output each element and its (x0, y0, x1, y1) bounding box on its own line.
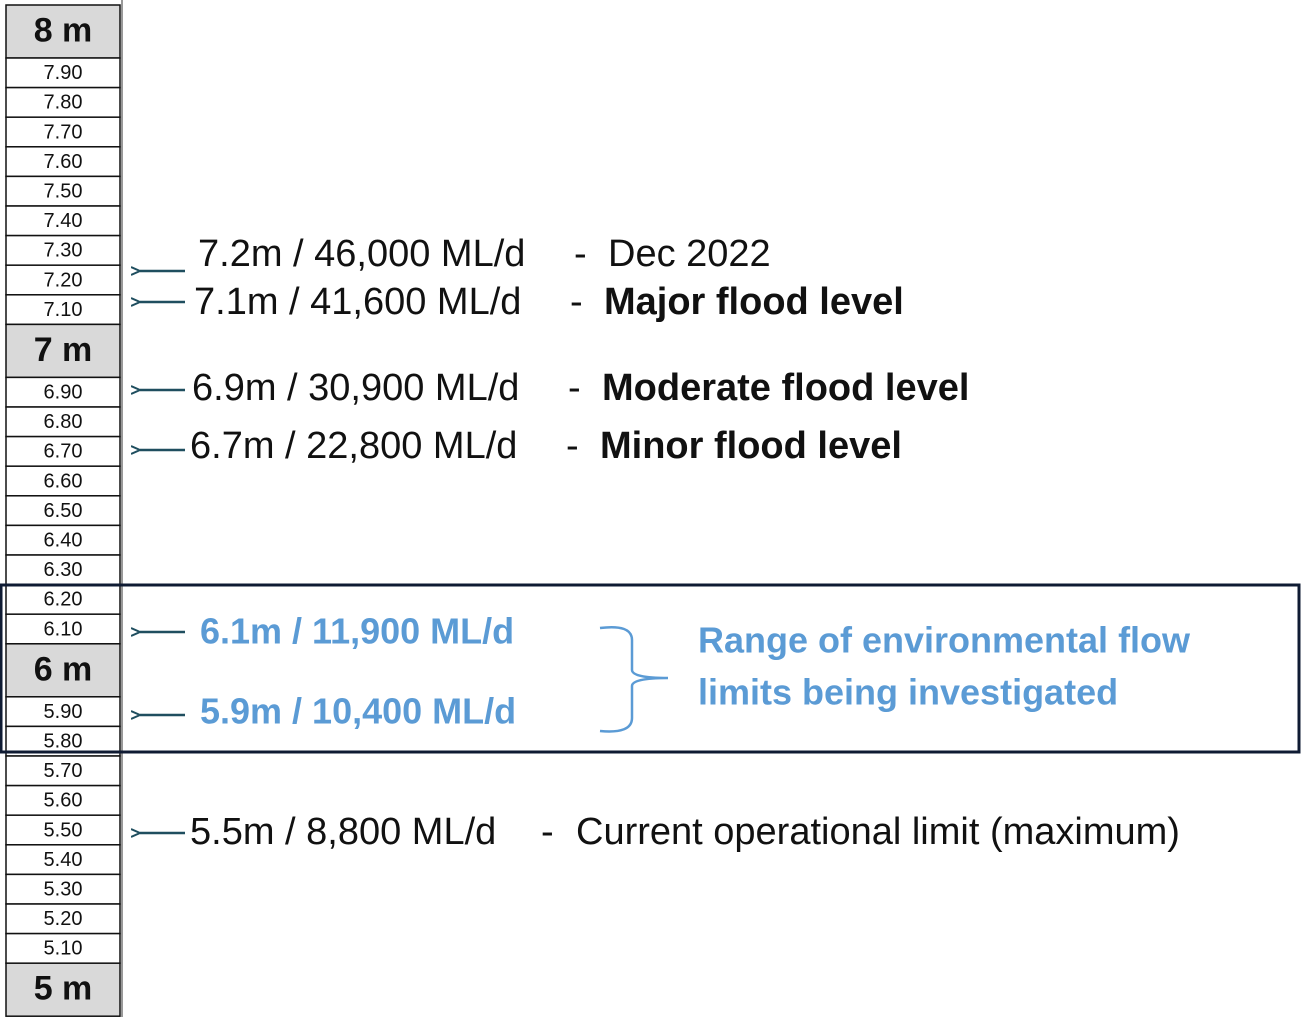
range-label: limits being investigated (698, 672, 1118, 713)
annotation-description: Minor flood level (600, 425, 902, 467)
gauge-label: 7.80 (44, 92, 83, 114)
annotation-dash: - (541, 811, 554, 853)
annotation-dash: - (574, 233, 587, 275)
gauge-cell (5, 57, 121, 89)
gauge-major-cell (5, 323, 121, 379)
annotation-description: Current operational limit (maximum) (576, 811, 1180, 853)
gauge-label: 6.90 (44, 381, 83, 403)
gauge-cell (5, 844, 121, 876)
gauge-label: 5.10 (44, 938, 83, 960)
gauge-label: 6.70 (44, 441, 83, 463)
annotation-flow: 7.1m / 41,600 ML/d (194, 281, 521, 323)
range-upper: 6.1m / 11,900 ML/d (200, 611, 514, 652)
gauge-cell (5, 294, 121, 326)
gauge-major-label: 6 m (34, 650, 93, 688)
gauge-label: 6.50 (44, 500, 83, 522)
annotation-flow: 5.5m / 8,800 ML/d (190, 811, 496, 853)
annotation: 6.7m / 22,800 ML/d - Minor flood level (140, 425, 902, 467)
gauge-cell (5, 613, 121, 645)
gauge-major-cell (5, 962, 121, 1017)
range-annotation: 6.1m / 11,900 ML/d 5.9m / 10,400 ML/d Ra… (140, 611, 1191, 733)
gauge-label: 7.50 (44, 180, 83, 202)
gauge-label: 5.50 (44, 819, 83, 841)
brace (599, 626, 669, 733)
gauge-cell (5, 814, 121, 846)
gauge-label: 6.80 (44, 411, 83, 433)
gauge-label: 7.90 (44, 62, 83, 84)
gauge-major-label: 5 m (34, 970, 93, 1008)
annotation-description: Moderate flood level (602, 367, 969, 409)
gauge-label: 5.90 (44, 701, 83, 723)
annotation: 5.5m / 8,800 ML/d - Current operational … (140, 811, 1180, 853)
annotation-flow: 6.7m / 22,800 ML/d (190, 425, 517, 467)
gauge-label: 5.40 (44, 849, 83, 871)
gauge-label: 6.60 (44, 470, 83, 492)
annotation-description: Dec 2022 (608, 233, 771, 275)
gauge-label: 7.70 (44, 121, 83, 143)
annotation: 7.2m / 46,000 ML/d - Dec 2022 (140, 233, 771, 275)
gauge-cell (5, 234, 121, 266)
annotation-dash: - (570, 281, 583, 323)
gauge-cell (5, 175, 121, 207)
gauge-major-cell (5, 4, 121, 59)
gauge-label: 5.80 (44, 730, 83, 752)
gauge-label: 7.10 (44, 299, 83, 321)
gauge-label: 6.10 (44, 618, 83, 640)
gauge-cell (5, 755, 121, 787)
highlight-box (0, 583, 1301, 754)
gauge-cell (5, 435, 121, 467)
gauge-cell (5, 376, 121, 408)
gauge-cell (5, 495, 121, 527)
gauge-label: 5.20 (44, 908, 83, 930)
gauge-major-label: 7 m (34, 331, 93, 369)
gauge-label: 7.40 (44, 210, 83, 232)
gauge-label: 7.20 (44, 269, 83, 291)
annotation-flow: 6.9m / 30,900 ML/d (192, 367, 519, 409)
gauge-cell (5, 932, 121, 964)
gauge-cell (5, 696, 121, 728)
gauge-label: 7.60 (44, 151, 83, 173)
gauge-label: 6.40 (44, 529, 83, 551)
range-label: Range of environmental flow (698, 620, 1191, 661)
annotation: 7.1m / 41,600 ML/d - Major flood level (140, 281, 904, 323)
gauge-label: 5.60 (44, 790, 83, 812)
annotation-description: Major flood level (604, 281, 904, 323)
gauge-label: 7.30 (44, 240, 83, 262)
gauge-label: 5.70 (44, 760, 83, 782)
gauge-major-label: 8 m (34, 11, 93, 49)
gauge-label: 5.30 (44, 878, 83, 900)
gauge-label: 6.20 (44, 589, 83, 611)
gauge-cell (5, 116, 121, 148)
annotation: 6.9m / 30,900 ML/d - Moderate flood leve… (140, 367, 969, 409)
gauge-cell (5, 903, 121, 935)
gauge-cell (5, 524, 121, 556)
gauge-cell (5, 554, 121, 586)
gauge-label: 6.30 (44, 559, 83, 581)
range-lower: 5.9m / 10,400 ML/d (200, 691, 516, 732)
gauge: 8 m 7.90 7.80 7.70 7.60 7.50 7.40 7.30 7.20 7.10 7… (5, 0, 123, 1017)
annotation-flow: 7.2m / 46,000 ML/d (198, 233, 525, 275)
gauge-major-cell (5, 643, 121, 698)
annotation-dash: - (566, 425, 579, 467)
annotation-dash: - (568, 367, 581, 409)
gauge-cell (5, 583, 121, 615)
